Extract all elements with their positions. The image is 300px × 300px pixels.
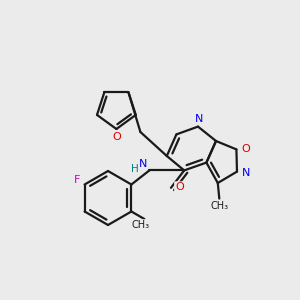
Text: O: O: [175, 182, 184, 192]
Text: F: F: [74, 175, 80, 185]
Text: H: H: [131, 164, 139, 174]
Text: N: N: [195, 114, 203, 124]
Text: N: N: [139, 159, 147, 169]
Text: CH₃: CH₃: [210, 201, 228, 211]
Text: N: N: [242, 168, 250, 178]
Text: O: O: [112, 132, 121, 142]
Text: CH₃: CH₃: [132, 220, 150, 230]
Text: O: O: [241, 144, 250, 154]
